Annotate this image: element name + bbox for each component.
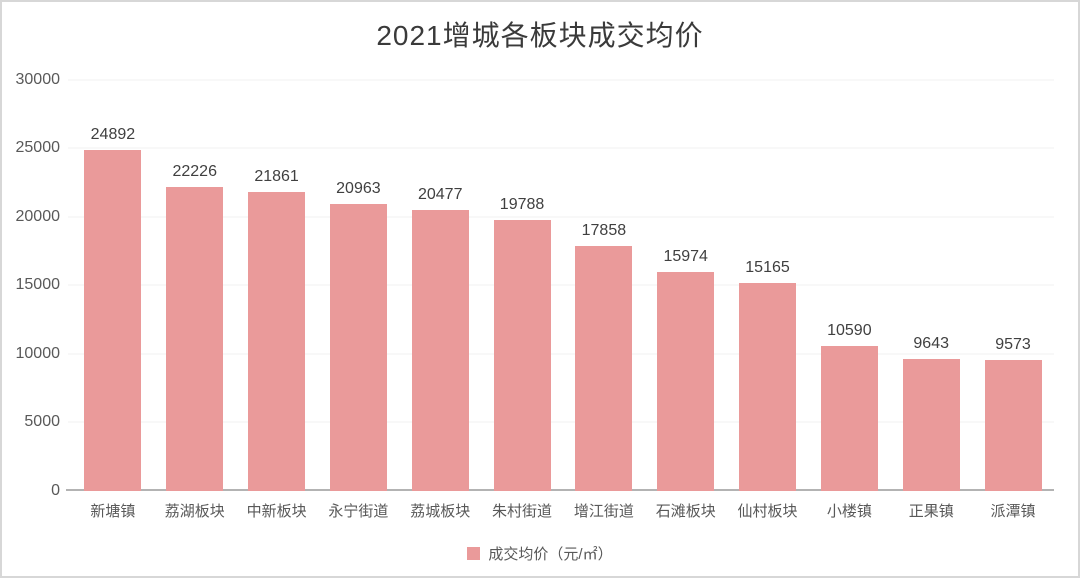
bar [248, 192, 306, 491]
y-axis-tick-label: 20000 [15, 208, 61, 225]
bar [984, 360, 1042, 491]
bar-group: 20963 [317, 80, 399, 491]
x-axis-category-label: 派潭镇 [990, 503, 1036, 520]
x-axis-category-label: 朱村街道 [492, 503, 553, 520]
bar-value-label: 9643 [913, 335, 949, 352]
bar [739, 283, 797, 491]
x-axis-category-labels: 新塘镇 荔湖板块 中新板块 永宁街道 荔城板块 朱村街道 增江街道 石滩板块 仙村板块 小楼镇 正果… [72, 500, 1054, 521]
x-axis-category-label: 小楼镇 [826, 503, 872, 520]
bar-group: 19788 [481, 80, 563, 491]
bar-group: 10590 [808, 80, 890, 491]
x-axis-category-label: 永宁街道 [328, 503, 389, 520]
legend-marker-icon [467, 547, 481, 560]
x-axis-category-label: 中新板块 [246, 503, 307, 520]
bar-group: 9643 [890, 80, 972, 491]
bar-group: 20477 [399, 80, 481, 491]
bar-value-label: 22226 [172, 163, 217, 180]
bar [575, 246, 633, 491]
bar-value-label: 24892 [90, 126, 136, 143]
bar-group: 9573 [972, 80, 1054, 491]
gridline [68, 421, 1054, 423]
x-axis-category-label: 荔城板块 [410, 503, 471, 520]
bar [902, 359, 960, 491]
bar-group: 21861 [236, 80, 318, 491]
bar [329, 204, 387, 491]
bar-group: 15974 [645, 80, 727, 491]
y-axis-tick-label: 5000 [24, 413, 60, 430]
x-axis-line [66, 489, 1054, 491]
y-axis-tick-label: 0 [51, 482, 60, 499]
bar-value-label: 21861 [254, 168, 299, 185]
x-axis-category-label: 正果镇 [908, 503, 954, 520]
x-axis-category-label: 增江街道 [573, 503, 634, 520]
x-axis-category-label: 仙村板块 [737, 503, 798, 520]
bar-value-label: 9573 [995, 336, 1031, 353]
bar [166, 187, 224, 491]
bar [411, 210, 469, 491]
y-axis-tick-label: 30000 [15, 71, 61, 88]
bar-group: 24892 [72, 80, 154, 491]
bar [657, 272, 715, 491]
gridline [68, 79, 1054, 81]
bar-group: 22226 [154, 80, 236, 491]
legend-label: 成交均价（元/㎡） [488, 546, 613, 563]
bar-value-label: 20963 [336, 180, 381, 197]
bar-value-label: 15165 [745, 259, 790, 276]
bar-value-label: 15974 [663, 248, 708, 265]
legend: 成交均价（元/㎡） [2, 543, 1078, 564]
bar-group: 15165 [727, 80, 809, 491]
bar-group: 17858 [563, 80, 645, 491]
bar [493, 220, 551, 491]
y-axis-tick-label: 25000 [15, 139, 61, 156]
chart-title: 2021增城各板块成交均价 [376, 20, 704, 51]
x-axis-category-label: 石滩板块 [655, 503, 716, 520]
y-axis-tick-label: 15000 [15, 276, 61, 293]
y-axis-tick-label: 10000 [15, 345, 61, 362]
gridline [68, 147, 1054, 149]
plot-area: 24892 22226 21861 20963 20477 19788 17858 15974… [16, 71, 1054, 499]
gridline [68, 216, 1054, 218]
bar-value-label: 10590 [827, 322, 872, 339]
gridline [68, 353, 1054, 355]
bar-value-label: 19788 [499, 196, 545, 213]
x-axis-category-label: 荔湖板块 [164, 503, 225, 520]
bar [84, 150, 142, 491]
bar-value-label: 17858 [581, 222, 627, 239]
bar-value-label: 20477 [417, 186, 463, 203]
bar-series: 24892 22226 21861 20963 20477 19788 17858 15974… [72, 80, 1054, 491]
x-axis-category-label: 新塘镇 [90, 503, 136, 520]
gridline [68, 284, 1054, 286]
bar [820, 346, 878, 491]
